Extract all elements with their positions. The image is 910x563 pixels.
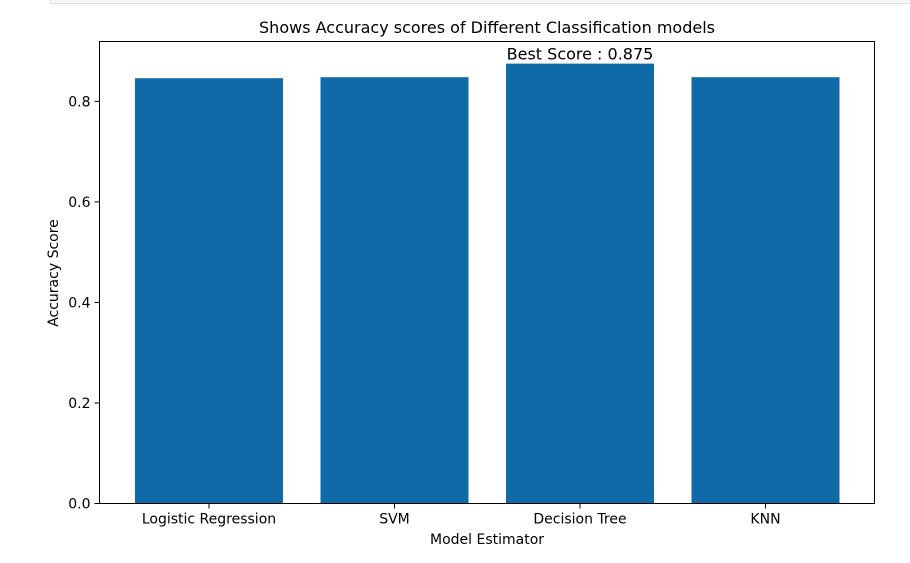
bar-logistic-regression [135, 78, 283, 504]
best-score-annotation: Best Score : 0.875 [507, 45, 654, 64]
y-tick-label: 0.8 [68, 94, 90, 110]
y-axis-ticks: 0.0 0.2 0.4 0.6 0.8 [68, 94, 100, 513]
bar-knn [691, 77, 840, 504]
x-tick-label: SVM [379, 512, 410, 528]
y-axis-label: Accuracy Score [46, 219, 62, 327]
y-tick-label: 0.2 [68, 396, 90, 412]
y-tick-label: 0.6 [68, 195, 90, 211]
y-tick-label: 0.4 [68, 295, 90, 311]
chart-title: Shows Accuracy scores of Different Class… [259, 18, 715, 37]
x-tick-label: KNN [750, 512, 780, 528]
bars-group [135, 63, 840, 504]
bar-svm [320, 77, 469, 504]
plot-frame [99, 41, 875, 504]
bar-decision-tree [506, 63, 654, 504]
x-tick-label: Logistic Regression [142, 512, 276, 528]
x-tick-label: Decision Tree [533, 512, 626, 528]
x-axis-label: Model Estimator [430, 532, 544, 548]
x-axis-ticks: Logistic Regression SVM Decision Tree KNN [142, 503, 781, 528]
y-tick-label: 0.0 [68, 497, 90, 513]
notebook-cell-border [50, 0, 910, 4]
